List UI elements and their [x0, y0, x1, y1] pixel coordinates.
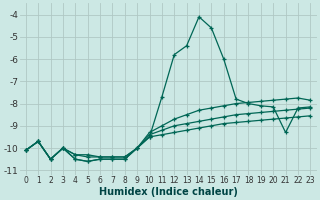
X-axis label: Humidex (Indice chaleur): Humidex (Indice chaleur)	[99, 187, 237, 197]
